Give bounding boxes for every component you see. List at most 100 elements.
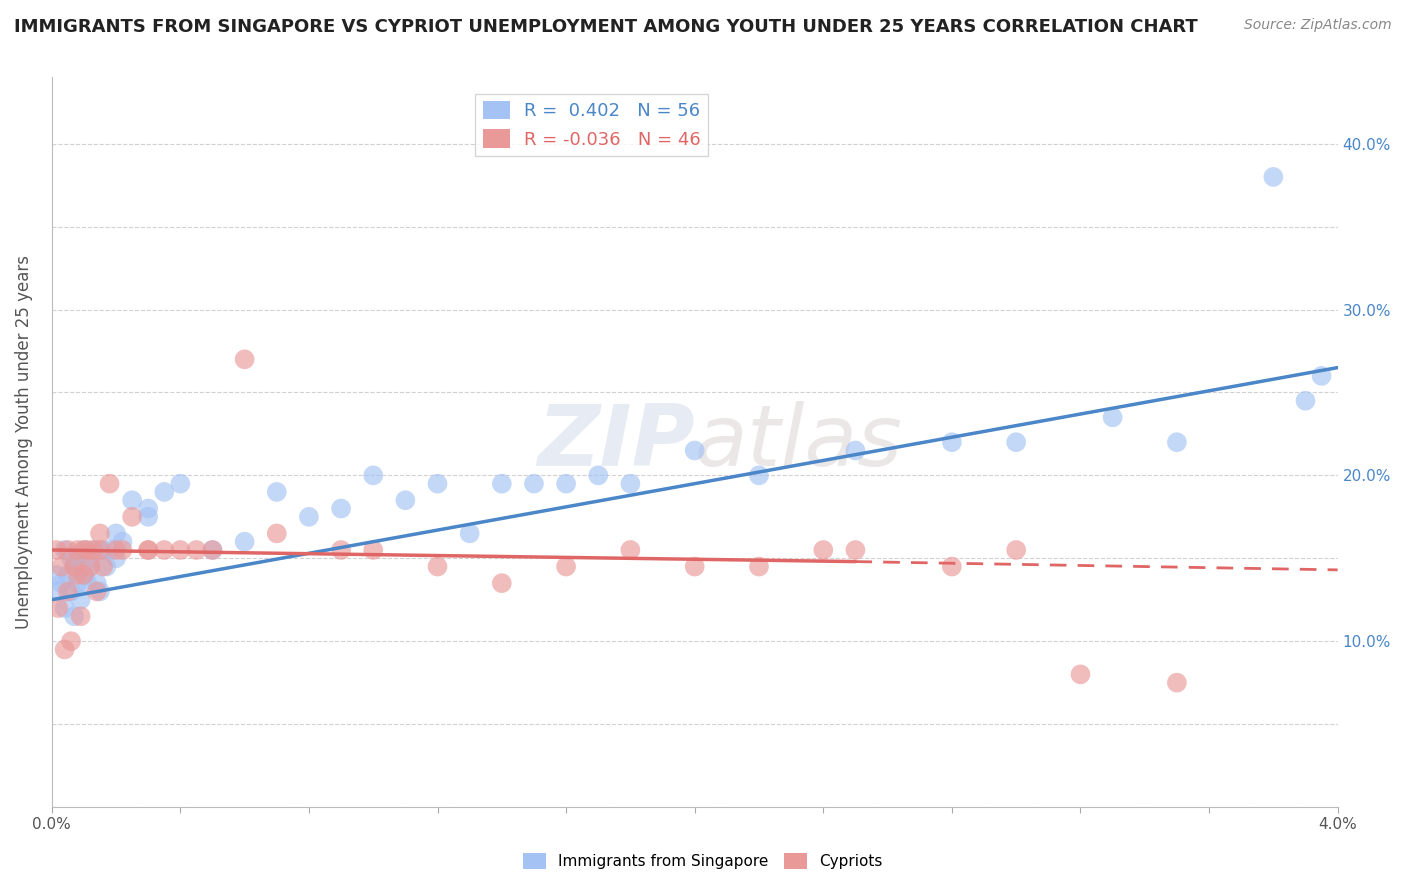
Point [60,584,83,599]
Point [53,642,76,657]
Point [491,476,513,491]
Point [89,543,111,558]
Point [60,551,83,566]
Point [330,501,353,516]
Point [121,509,143,524]
Point [121,493,143,508]
Text: Source: ZipAtlas.com: Source: ZipAtlas.com [1244,18,1392,32]
Text: IMMIGRANTS FROM SINGAPORE VS CYPRIOT UNEMPLOYMENT AMONG YOUTH UNDER 25 YEARS COR: IMMIGRANTS FROM SINGAPORE VS CYPRIOT UNE… [14,18,1198,36]
Point [53,543,76,558]
Point [748,559,770,574]
Point [1005,543,1028,558]
Point [56,584,79,599]
Point [105,526,128,541]
Point [748,468,770,483]
Point [53,601,76,615]
Point [491,576,513,591]
Point [233,352,256,367]
Point [683,559,706,574]
Point [153,543,176,558]
Point [69,592,91,607]
Point [136,543,159,558]
Point [1263,169,1285,184]
Point [683,443,706,458]
Point [111,534,134,549]
Point [66,559,89,574]
Point [555,559,578,574]
Point [89,584,111,599]
Point [458,526,481,541]
Point [83,543,105,558]
Legend: Immigrants from Singapore, Cypriots: Immigrants from Singapore, Cypriots [517,847,889,875]
Point [63,559,86,574]
Point [1005,435,1028,450]
Point [89,526,111,541]
Point [813,543,835,558]
Point [96,559,118,574]
Point [266,526,288,541]
Point [1069,667,1091,681]
Point [111,543,134,558]
Point [86,576,108,591]
Point [586,468,609,483]
Point [79,559,101,574]
Point [73,567,96,582]
Point [45,543,67,558]
Point [46,601,69,615]
Point [941,435,963,450]
Point [298,509,321,524]
Point [105,543,128,558]
Point [394,493,416,508]
Point [60,634,83,648]
Point [91,543,114,558]
Point [66,576,89,591]
Point [844,443,866,458]
Point [201,543,224,558]
Legend: R =  0.402   N = 56, R = -0.036   N = 46: R = 0.402 N = 56, R = -0.036 N = 46 [475,94,709,156]
Point [45,567,67,582]
Point [1101,410,1123,425]
Point [941,559,963,574]
Point [136,501,159,516]
Point [136,509,159,524]
Point [523,476,546,491]
Point [98,543,121,558]
Point [426,559,449,574]
Point [83,543,105,558]
Point [169,543,191,558]
Point [169,476,191,491]
Point [1166,435,1188,450]
Y-axis label: Unemployment Among Youth under 25 years: Unemployment Among Youth under 25 years [15,255,32,629]
Point [153,485,176,500]
Point [91,559,114,574]
Point [555,476,578,491]
Point [56,543,79,558]
Point [86,584,108,599]
Point [619,476,641,491]
Point [844,543,866,558]
Text: atlas: atlas [695,401,903,483]
Point [63,609,86,624]
Point [66,567,89,582]
Point [330,543,353,558]
Point [56,567,79,582]
Point [76,543,98,558]
Point [201,543,224,558]
Point [79,559,101,574]
Point [186,543,208,558]
Point [76,576,98,591]
Point [69,609,91,624]
Point [79,551,101,566]
Point [619,543,641,558]
Point [266,485,288,500]
Point [73,543,96,558]
Text: ZIP: ZIP [537,401,695,483]
Point [51,559,73,574]
Point [361,543,384,558]
Point [98,476,121,491]
Point [1166,675,1188,690]
Point [1310,368,1333,383]
Point [63,559,86,574]
Point [105,551,128,566]
Point [136,543,159,558]
